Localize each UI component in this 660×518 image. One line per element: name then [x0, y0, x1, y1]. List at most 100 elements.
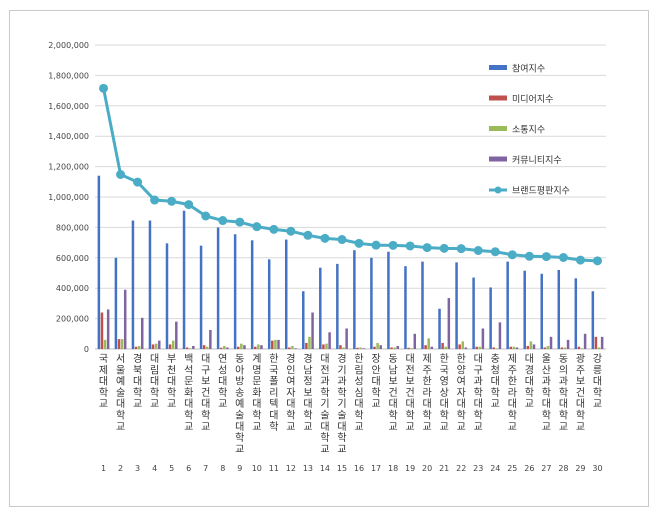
- bar: [226, 347, 229, 349]
- legend-swatch: [489, 95, 507, 101]
- y-tick-label: 400,000: [56, 284, 89, 293]
- bar: [271, 340, 274, 349]
- bar: [362, 348, 365, 349]
- y-tick-label: 1,600,000: [48, 102, 89, 111]
- bar: [353, 250, 356, 349]
- bar: [557, 269, 561, 349]
- bar: [475, 346, 478, 349]
- bar: [345, 328, 348, 349]
- bar: [100, 312, 104, 349]
- bar: [498, 322, 502, 349]
- brand-index-point: [422, 243, 432, 253]
- bar: [438, 308, 441, 349]
- y-tick-label: 0: [84, 345, 89, 354]
- legend-label: 커뮤니티지수: [512, 155, 562, 166]
- bar: [319, 267, 322, 349]
- bar: [325, 343, 328, 349]
- bar: [182, 210, 186, 349]
- bar: [120, 339, 124, 349]
- bar: [396, 345, 399, 349]
- x-rank-label: 4: [152, 464, 157, 473]
- bar: [461, 341, 465, 349]
- bar: [175, 321, 178, 349]
- bar: [413, 333, 417, 349]
- brand-index-point: [337, 235, 347, 245]
- x-rank-label: 20: [422, 464, 432, 473]
- legend-label: 소통지수: [512, 125, 545, 136]
- bar: [495, 348, 499, 349]
- bar: [168, 344, 172, 349]
- bar: [489, 287, 492, 349]
- bar: [577, 346, 581, 349]
- bar: [284, 239, 288, 349]
- legend-swatch: [489, 126, 507, 131]
- bar: [267, 259, 271, 349]
- brand-index-line: [102, 88, 598, 263]
- bar: [472, 277, 475, 349]
- bar: [597, 347, 601, 349]
- bar: [302, 291, 305, 349]
- bar: [481, 328, 485, 349]
- bar: [123, 289, 127, 349]
- x-rank-label: 5: [169, 464, 174, 473]
- bar: [512, 346, 516, 349]
- x-rank-label: 19: [405, 464, 415, 473]
- bar: [106, 309, 110, 349]
- bar: [97, 175, 101, 349]
- bar: [563, 347, 567, 349]
- x-rank-label: 6: [186, 464, 191, 473]
- bar: [206, 346, 209, 349]
- x-axis: 국 제 대 학 교 1 서 울 예 술 대 학 교 2 경 북 대 학 교 3 대 림 대 학 교 4 부 천 대 학 교 5 백 석 문 화 대 학 교 6…: [99, 352, 603, 473]
- x-rank-label: 24: [490, 464, 500, 473]
- bar: [199, 245, 203, 349]
- bar: [336, 263, 339, 349]
- brand-index-point: [116, 170, 126, 180]
- brand-index-point: [541, 252, 551, 262]
- bar: [328, 332, 331, 349]
- legend-label: 참여지수: [512, 63, 545, 75]
- bar: [478, 346, 482, 349]
- brand-index-point: [388, 240, 398, 250]
- bar: [444, 346, 447, 349]
- x-rank-label: 8: [220, 464, 225, 473]
- bar: [532, 344, 536, 349]
- legend-swatch: [489, 65, 507, 70]
- brand-index-point: [507, 250, 517, 260]
- bar: [529, 341, 533, 349]
- bar: [455, 262, 458, 349]
- bar: [311, 312, 314, 349]
- x-rank-label: 28: [558, 464, 568, 473]
- bar: [373, 346, 376, 349]
- bar: [322, 344, 325, 349]
- brand-index-point: [592, 256, 602, 266]
- brand-index-point: [320, 233, 330, 243]
- bar: [339, 345, 342, 349]
- bar: [441, 342, 444, 349]
- y-tick-label: 1,400,000: [48, 132, 89, 141]
- bar: [243, 345, 246, 349]
- legend-swatch-marker: [494, 186, 502, 194]
- y-tick-label: 200,000: [56, 315, 89, 324]
- bar: [185, 347, 189, 349]
- bar: [202, 345, 206, 349]
- bar: [291, 345, 294, 349]
- bar: [209, 330, 212, 349]
- legend-label: 브랜드평판지수: [512, 186, 570, 197]
- brand-index-point: [252, 222, 262, 232]
- brand-index-point: [235, 217, 245, 227]
- bar: [216, 227, 220, 349]
- brand-index-point: [167, 196, 177, 206]
- brand-index-point: [371, 240, 381, 250]
